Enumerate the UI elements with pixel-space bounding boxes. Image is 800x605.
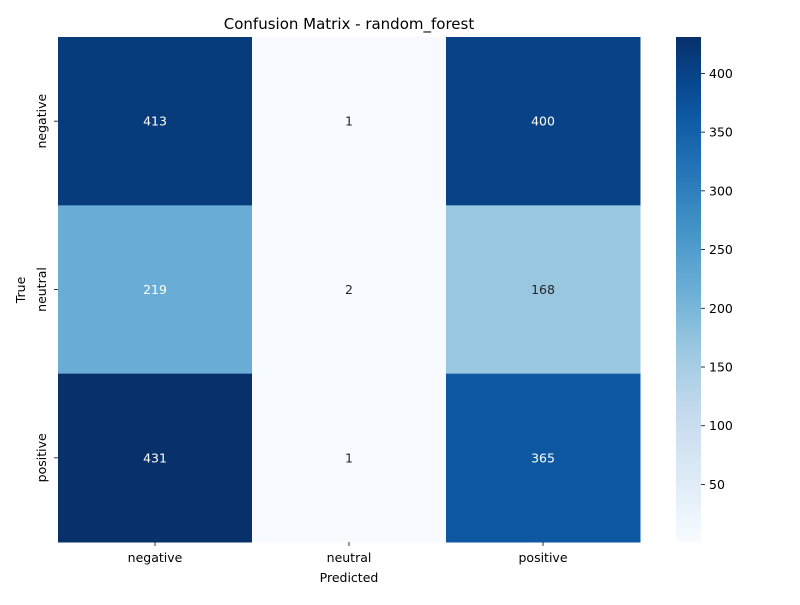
cell-value-label: 168 — [531, 282, 555, 297]
colorbar-tick-label: 250 — [709, 242, 733, 257]
cell-value-label: 1 — [345, 450, 353, 465]
colorbar-tick-label: 350 — [709, 125, 733, 140]
heatmap-cell — [446, 373, 641, 543]
x-axis-label: Predicted — [320, 570, 379, 585]
y-axis-label: True — [13, 276, 28, 304]
y-tick-label: positive — [34, 433, 49, 482]
heatmap-cell — [58, 373, 253, 543]
chart-title: Confusion Matrix - random_forest — [224, 15, 475, 34]
x-tick-label: negative — [128, 550, 183, 565]
x-axis: negative neutral positive — [128, 542, 568, 565]
colorbar-tick-label: 100 — [709, 418, 733, 433]
heatmap-cells — [58, 37, 641, 543]
heatmap-cell — [58, 37, 253, 206]
cell-value-label: 431 — [143, 450, 167, 465]
heatmap-cell — [252, 205, 447, 375]
heatmap-cell — [446, 37, 641, 206]
colorbar-tick-label: 50 — [709, 477, 725, 492]
colorbar: 50 100 150 200 250 300 350 400 — [676, 37, 733, 542]
cell-value-label: 1 — [345, 114, 353, 129]
heatmap-cell — [446, 205, 641, 375]
colorbar-tick-label: 400 — [709, 66, 733, 81]
heatmap-cell — [252, 37, 447, 206]
cell-value-label: 413 — [143, 114, 167, 129]
heatmap-cell — [252, 373, 447, 543]
colorbar-tick-label: 300 — [709, 183, 733, 198]
colorbar-tick-label: 150 — [709, 360, 733, 375]
colorbar-scale — [676, 37, 701, 542]
x-tick-label: positive — [518, 550, 567, 565]
heatmap-cell — [58, 205, 253, 375]
y-tick-label: negative — [34, 94, 49, 149]
cell-value-label: 2 — [345, 282, 353, 297]
cell-value-label: 219 — [143, 282, 167, 297]
cell-value-label: 365 — [531, 450, 555, 465]
cell-value-label: 400 — [531, 114, 555, 129]
y-axis: negative neutral positive — [34, 94, 58, 482]
heatmap-cell-labels: 413 1 400 219 2 168 431 1 365 — [143, 114, 555, 466]
y-tick-label: neutral — [34, 267, 49, 312]
colorbar-tick-label: 200 — [709, 301, 733, 316]
x-tick-label: neutral — [327, 550, 372, 565]
